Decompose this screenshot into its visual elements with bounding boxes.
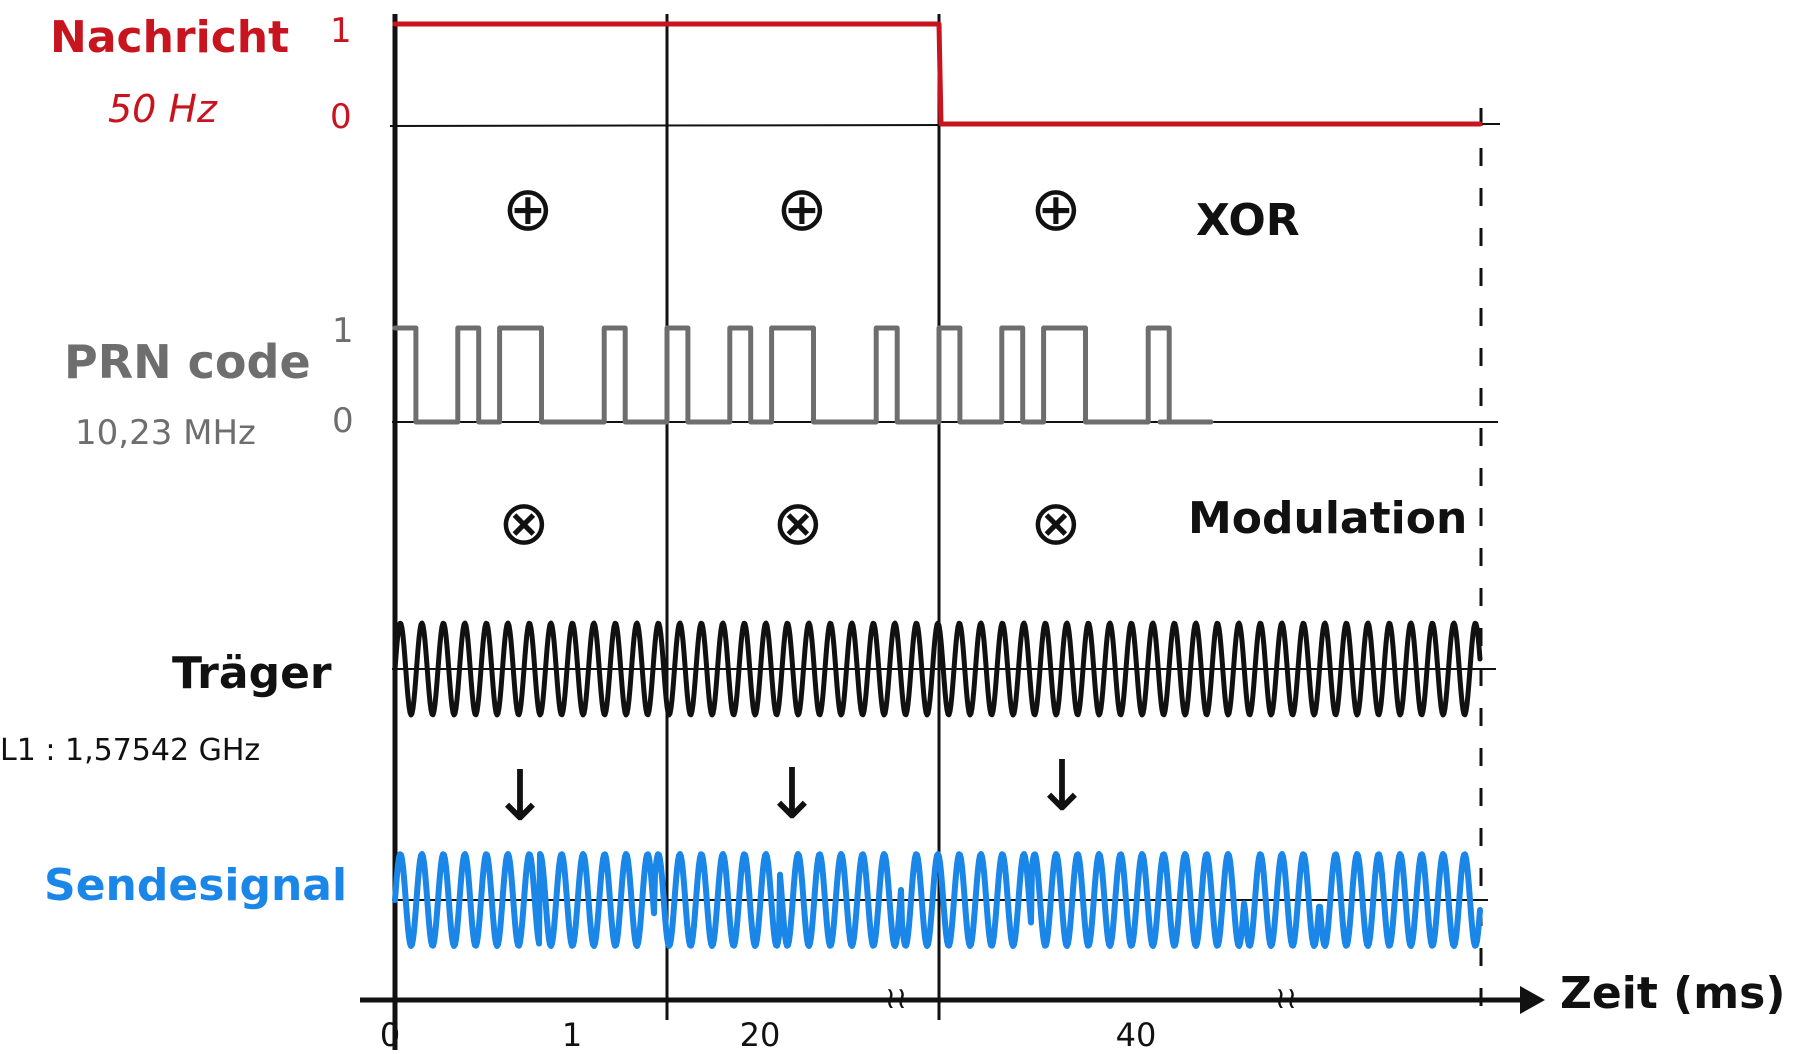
time-axis-arrowhead [1520, 986, 1545, 1014]
time-tick-20: 20 [740, 1016, 781, 1050]
message-level-zero: 0 [330, 97, 352, 137]
arrow-down-icon-3: ↓ [1033, 745, 1092, 827]
xor-label: XOR [1196, 195, 1300, 246]
waveform-group [392, 21, 1483, 949]
carrier-title: Träger [172, 648, 332, 699]
prn-title: PRN code [64, 335, 311, 389]
time-axis-label: Zeit (ms) [1560, 968, 1785, 1019]
carrier-frequency: L1 : 1,57542 GHz [0, 733, 260, 768]
time-tick-1: 1 [562, 1016, 582, 1050]
modulation-label: Modulation [1188, 493, 1467, 544]
prn-level-zero: 0 [332, 401, 354, 441]
multiply-symbol-1: ⊗ [498, 486, 550, 559]
arrow-down-icon-1: ↓ [491, 755, 550, 837]
xor-symbol-3: ⊕ [1030, 172, 1082, 245]
arrow-down-icon-2: ↓ [763, 753, 822, 835]
message-waveform [392, 21, 1483, 127]
message-frequency: 50 Hz [108, 87, 218, 131]
xor-symbol-1: ⊕ [502, 172, 554, 245]
carrier-waveform [392, 620, 1483, 718]
message-title: Nachricht [50, 12, 289, 63]
xor-symbol-2: ⊕ [776, 172, 828, 245]
prn-level-one: 1 [332, 311, 354, 351]
prn-frequency: 10,23 MHz [75, 413, 256, 453]
send-waveform [392, 851, 1483, 949]
time-tick-40: 40 [1116, 1016, 1157, 1050]
multiply-symbol-3: ⊗ [1030, 486, 1082, 559]
prn-waveform [392, 325, 1214, 425]
send-title: Sendesignal [44, 860, 347, 911]
multiply-symbol-2: ⊗ [772, 486, 824, 559]
message-level-one: 1 [330, 11, 352, 51]
